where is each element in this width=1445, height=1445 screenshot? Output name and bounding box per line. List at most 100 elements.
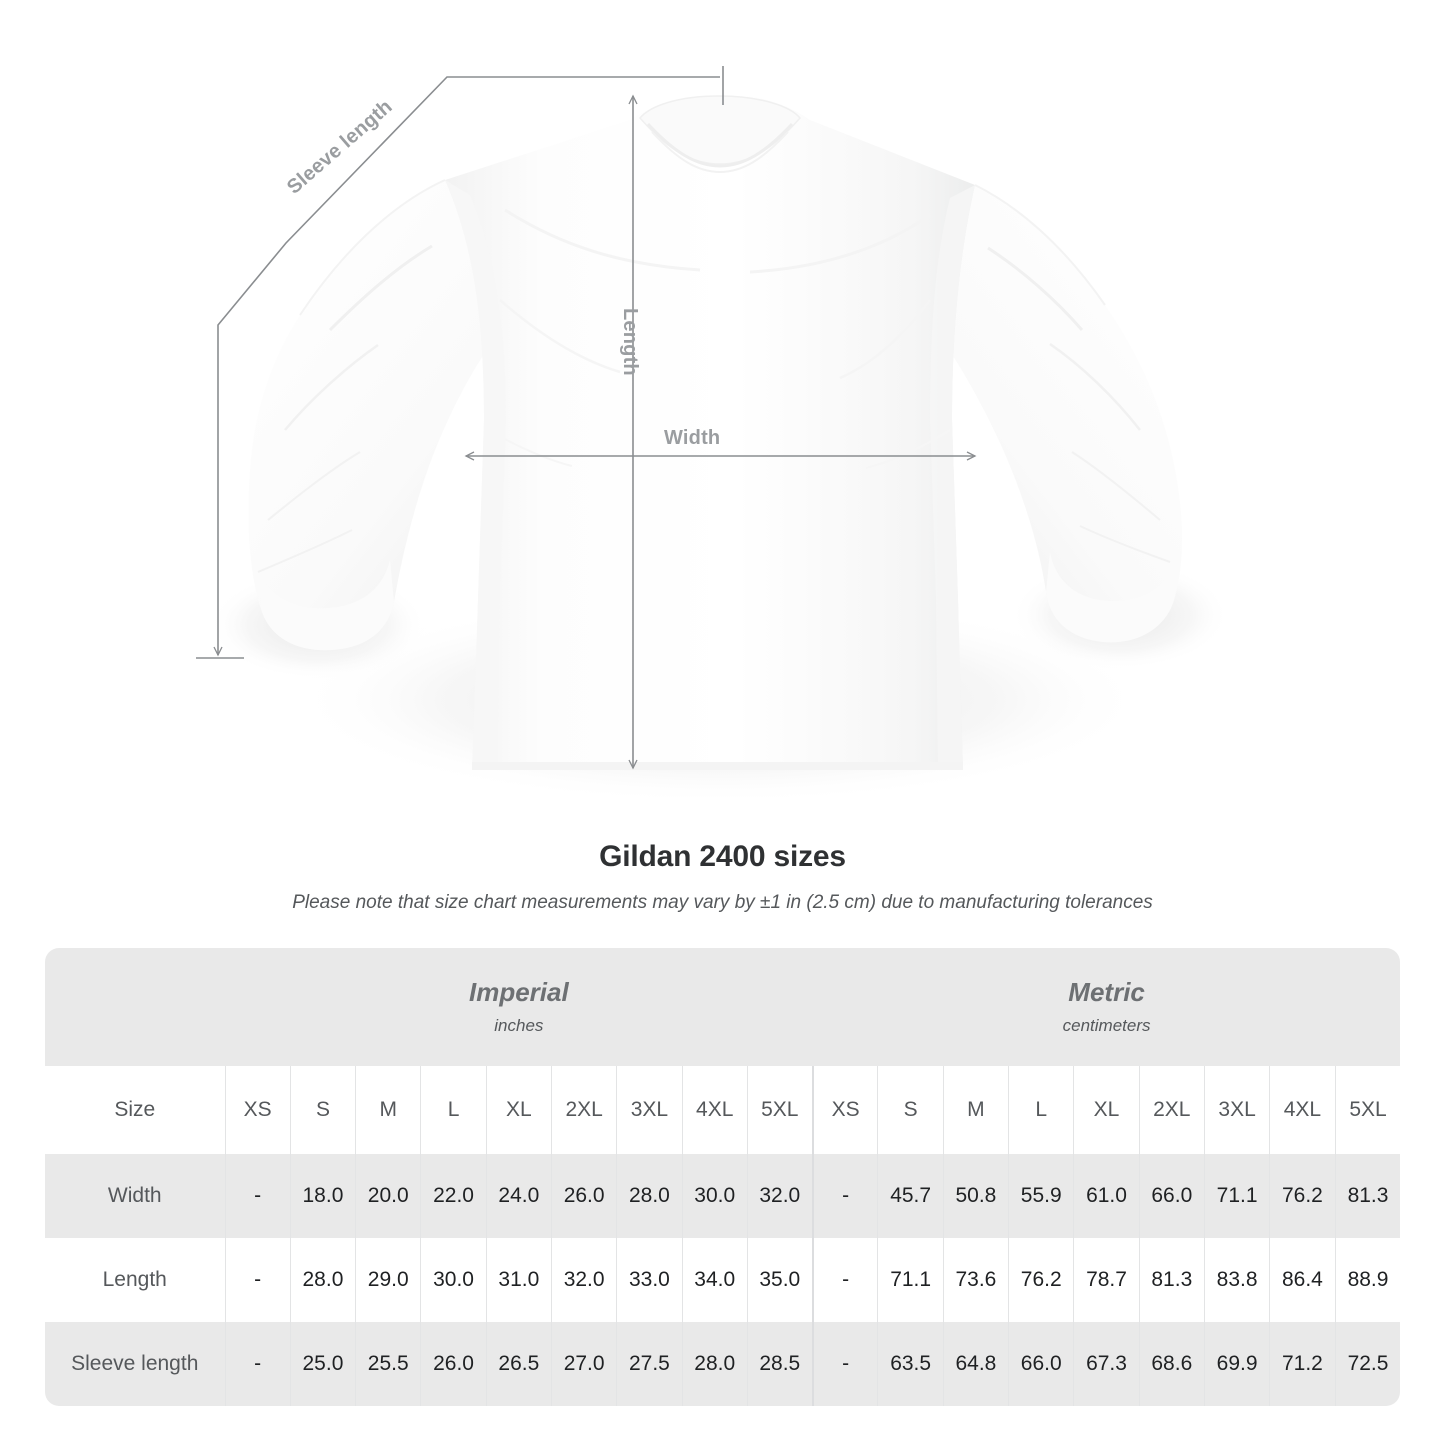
size-chart-table: Imperial inches Metric centimeters Size XS S M L… xyxy=(45,948,1401,1406)
cell-sleeve-length-4xl-metric: 71.2 xyxy=(1269,1322,1336,1406)
unit-name: Metric xyxy=(1068,977,1145,1008)
cell-width-3xl-metric: 71.1 xyxy=(1203,1154,1270,1238)
cell-width-4xl-metric: 76.2 xyxy=(1269,1154,1336,1238)
size-header-3xl-metric: 3XL xyxy=(1203,1066,1270,1154)
size-header-s-metric: S xyxy=(877,1066,944,1154)
cell-sleeve-length-3xl-metric: 69.9 xyxy=(1203,1322,1270,1406)
cell-length-xs-metric: - xyxy=(811,1238,878,1322)
row-label-width: Width xyxy=(45,1154,225,1238)
cell-width-s-metric: 45.7 xyxy=(877,1154,944,1238)
cell-width-l-imperial: 22.0 xyxy=(420,1154,487,1238)
cell-length-xs-imperial: - xyxy=(224,1238,291,1322)
cell-length-3xl-metric: 83.8 xyxy=(1203,1238,1270,1322)
cell-sleeve-length-4xl-imperial: 28.0 xyxy=(681,1322,748,1406)
size-header-xl-imperial: XL xyxy=(485,1066,552,1154)
size-header-2xl-imperial: 2XL xyxy=(550,1066,617,1154)
row-label-sleeve-length: Sleeve length xyxy=(45,1322,225,1406)
garment-svg xyxy=(196,66,1230,805)
cell-width-4xl-imperial: 30.0 xyxy=(681,1154,748,1238)
cell-sleeve-length-xs-imperial: - xyxy=(224,1322,291,1406)
length-label: Length xyxy=(619,308,641,376)
cell-length-xl-metric: 78.7 xyxy=(1073,1238,1140,1322)
size-chart-container: Imperial inches Metric centimeters Size XS S M L… xyxy=(45,948,1401,1406)
cell-sleeve-length-2xl-imperial: 27.0 xyxy=(550,1322,617,1406)
cell-length-4xl-metric: 86.4 xyxy=(1269,1238,1336,1322)
size-header-2xl-metric: 2XL xyxy=(1138,1066,1205,1154)
unit-banner-row: Imperial inches Metric centimeters xyxy=(45,948,1401,1066)
size-header-row: Size XS S M L XL 2XL 3XL 4XL 5XL XS S M L XL 2XL 3XL 4XL 5… xyxy=(45,1066,1401,1154)
cell-width-2xl-imperial: 26.0 xyxy=(550,1154,617,1238)
cell-sleeve-length-s-metric: 63.5 xyxy=(877,1322,944,1406)
size-header-3xl-imperial: 3XL xyxy=(616,1066,683,1154)
shirt-body xyxy=(445,94,975,770)
left-sleeve xyxy=(248,179,520,651)
cell-length-4xl-imperial: 34.0 xyxy=(681,1238,748,1322)
width-label: Width xyxy=(664,427,721,449)
cell-sleeve-length-xl-imperial: 26.5 xyxy=(485,1322,552,1406)
cell-length-m-metric: 73.6 xyxy=(942,1238,1009,1322)
cell-width-xl-imperial: 24.0 xyxy=(485,1154,552,1238)
size-header-5xl-metric: 5XL xyxy=(1334,1066,1401,1154)
cell-width-m-metric: 50.8 xyxy=(942,1154,1009,1238)
cell-sleeve-length-s-imperial: 25.0 xyxy=(289,1322,356,1406)
cell-length-l-metric: 76.2 xyxy=(1008,1238,1074,1322)
cell-width-5xl-imperial: 32.0 xyxy=(746,1154,813,1238)
cell-width-xl-metric: 61.0 xyxy=(1073,1154,1140,1238)
sleeve-length-guide xyxy=(213,76,720,657)
size-header-xs-metric: XS xyxy=(811,1066,878,1154)
cell-length-l-imperial: 30.0 xyxy=(420,1238,487,1322)
size-header-l-metric: L xyxy=(1008,1066,1074,1154)
cell-sleeve-length-l-metric: 66.0 xyxy=(1008,1322,1074,1406)
cell-width-m-imperial: 20.0 xyxy=(355,1154,421,1238)
cell-length-m-imperial: 29.0 xyxy=(355,1238,421,1322)
unit-header-imperial: Imperial inches xyxy=(225,948,813,1066)
cell-length-xl-imperial: 31.0 xyxy=(485,1238,552,1322)
size-header-xs-imperial: XS xyxy=(224,1066,291,1154)
size-column-header: Size xyxy=(45,1066,225,1154)
unit-header-metric: Metric centimeters xyxy=(812,948,1401,1066)
cell-width-2xl-metric: 66.0 xyxy=(1138,1154,1205,1238)
row-label-length: Length xyxy=(45,1238,225,1322)
cell-length-s-imperial: 28.0 xyxy=(289,1238,356,1322)
cell-sleeve-length-5xl-imperial: 28.5 xyxy=(746,1322,813,1406)
cell-width-xs-metric: - xyxy=(811,1154,878,1238)
size-header-5xl-imperial: 5XL xyxy=(746,1066,813,1154)
cell-width-l-metric: 55.9 xyxy=(1008,1154,1074,1238)
size-header-s-imperial: S xyxy=(289,1066,356,1154)
cell-sleeve-length-xs-metric: - xyxy=(811,1322,878,1406)
size-header-xl-metric: XL xyxy=(1073,1066,1140,1154)
right-sleeve xyxy=(920,184,1183,643)
cell-sleeve-length-l-imperial: 26.0 xyxy=(420,1322,487,1406)
cell-length-s-metric: 71.1 xyxy=(877,1238,944,1322)
size-header-4xl-metric: 4XL xyxy=(1269,1066,1336,1154)
cell-length-3xl-imperial: 33.0 xyxy=(616,1238,683,1322)
unit-name: Imperial xyxy=(468,977,569,1008)
unit-banner-spacer xyxy=(45,948,225,1066)
cell-length-5xl-imperial: 35.0 xyxy=(746,1238,813,1322)
size-header-m-metric: M xyxy=(942,1066,1009,1154)
cell-width-xs-imperial: - xyxy=(224,1154,291,1238)
table-row: Width -18.0 20.0 22.0 24.0 26.0 28.0 30.0 32.0-4… xyxy=(45,1154,1401,1238)
measurement-guides xyxy=(196,66,977,770)
tolerance-note: Please note that size chart measurements… xyxy=(292,892,1153,913)
cell-width-3xl-imperial: 28.0 xyxy=(616,1154,683,1238)
page-title: Gildan 2400 sizes xyxy=(599,840,846,873)
size-header-m-imperial: M xyxy=(355,1066,421,1154)
size-header-l-imperial: L xyxy=(420,1066,487,1154)
cell-length-2xl-metric: 81.3 xyxy=(1138,1238,1205,1322)
cell-sleeve-length-m-imperial: 25.5 xyxy=(355,1322,421,1406)
table-row: Sleeve length -25.0 25.5 26.0 26.5 27.0 27.5 28… xyxy=(45,1322,1401,1406)
cell-length-2xl-imperial: 32.0 xyxy=(550,1238,617,1322)
chart-heading: Gildan 2400 sizes Please note that size … xyxy=(0,840,1445,914)
cell-width-s-imperial: 18.0 xyxy=(289,1154,356,1238)
size-header-4xl-imperial: 4XL xyxy=(681,1066,748,1154)
cell-sleeve-length-m-metric: 64.8 xyxy=(942,1322,1009,1406)
unit-subtitle: inches xyxy=(494,1015,544,1035)
cell-sleeve-length-2xl-metric: 68.6 xyxy=(1138,1322,1205,1406)
cell-width-5xl-metric: 81.3 xyxy=(1334,1154,1401,1238)
table-row: Length -28.0 29.0 30.0 31.0 32.0 33.0 34.0 35.0-… xyxy=(45,1238,1401,1322)
cell-sleeve-length-5xl-metric: 72.5 xyxy=(1334,1322,1401,1406)
cell-sleeve-length-xl-metric: 67.3 xyxy=(1073,1322,1140,1406)
cell-sleeve-length-3xl-imperial: 27.5 xyxy=(616,1322,683,1406)
garment-illustration: Sleeve length Length Width xyxy=(196,66,1230,805)
